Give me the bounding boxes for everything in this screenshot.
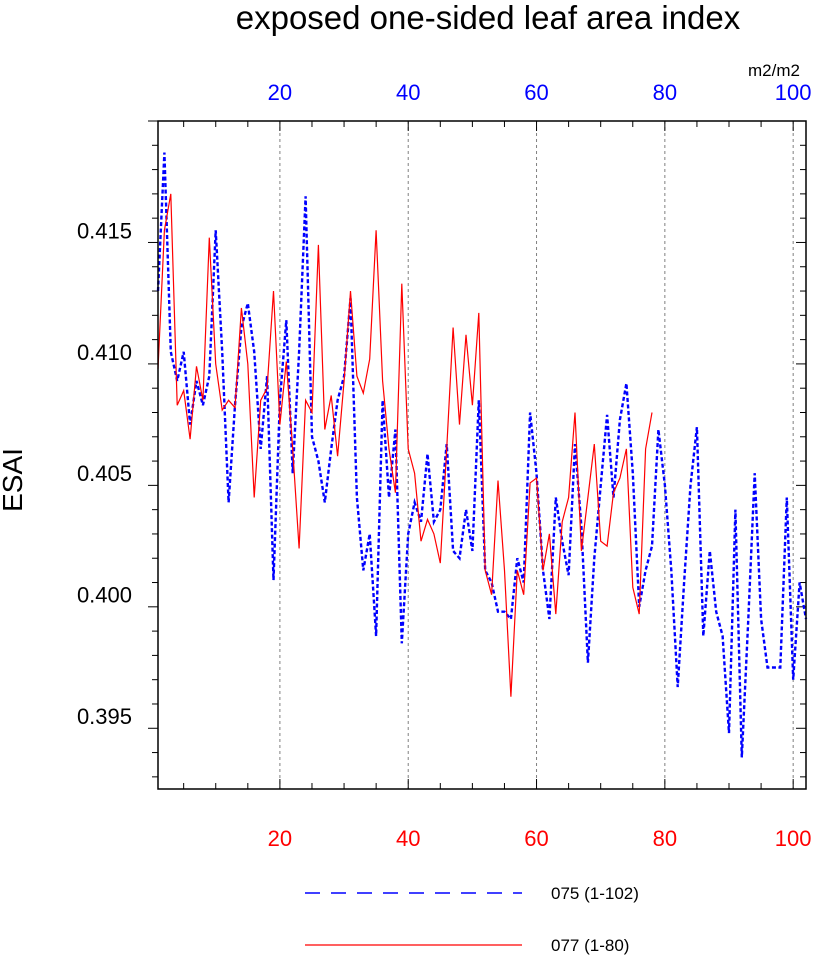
y-axis-label: ESAI — [0, 448, 28, 512]
legend-label-075: 075 (1-102) — [551, 884, 639, 903]
y-tick-label: 0.410 — [77, 340, 132, 365]
x-bottom-tick-label: 40 — [396, 826, 420, 851]
plot-frame — [157, 120, 807, 790]
x-bottom-tick-label: 100 — [775, 826, 812, 851]
x-top-tick-label: 20 — [268, 80, 292, 105]
x-top-tick-label: 80 — [653, 80, 677, 105]
chart-title: exposed one-sided leaf area index — [236, 0, 741, 36]
y-tick-label: 0.400 — [77, 583, 132, 608]
x-top-tick-label: 100 — [775, 80, 812, 105]
tick-labels: 20 40 60 80 100 20 40 60 80 100 0.395 0.400 0.405 0.4… — [77, 80, 812, 851]
y-tick-label: 0.395 — [77, 704, 132, 729]
x-bottom-tick-label: 80 — [653, 826, 677, 851]
grid-lines — [279, 121, 794, 789]
series-lines — [156, 152, 808, 758]
x-top-tick-label: 60 — [524, 80, 548, 105]
series-line-1 — [157, 193, 653, 697]
x-top-tick-label: 40 — [396, 80, 420, 105]
y-tick-label: 0.405 — [77, 461, 132, 486]
x-bottom-tick-label: 60 — [524, 826, 548, 851]
units-label: m2/m2 — [748, 61, 800, 80]
x-bottom-tick-label: 20 — [268, 826, 292, 851]
y-tick-label: 0.415 — [77, 218, 132, 243]
legend: 075 (1-102) 077 (1-80) — [305, 884, 639, 955]
legend-label-077: 077 (1-80) — [551, 936, 629, 955]
axis-ticks — [148, 120, 806, 789]
